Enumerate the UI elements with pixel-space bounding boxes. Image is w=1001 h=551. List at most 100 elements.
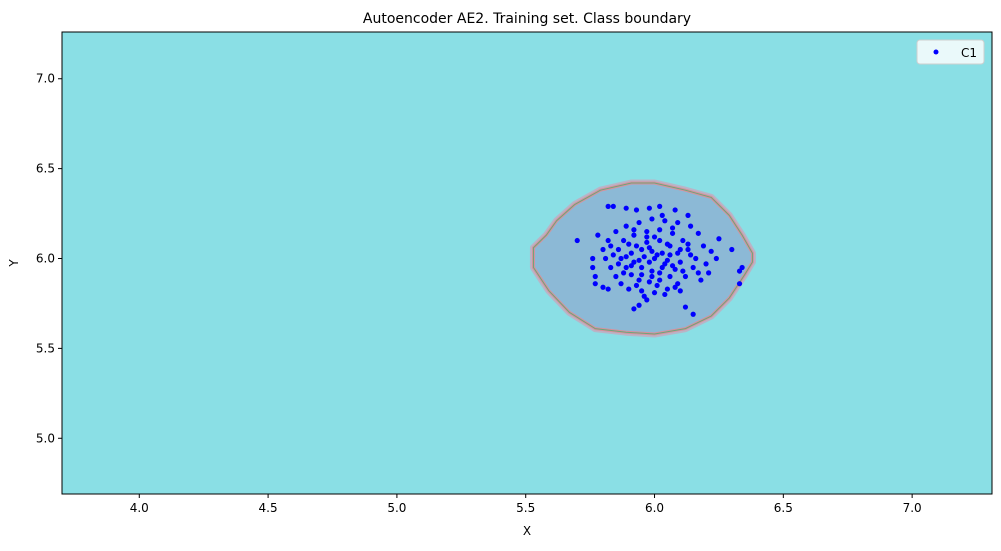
data-point <box>631 259 637 265</box>
data-point <box>669 230 676 236</box>
data-point <box>664 241 671 247</box>
data-point <box>621 270 627 276</box>
data-point <box>675 219 681 226</box>
data-point <box>605 286 611 292</box>
data-point <box>667 273 673 280</box>
legend-box <box>916 39 985 65</box>
data-point <box>633 282 640 289</box>
data-point <box>657 203 663 209</box>
data-point <box>657 270 663 276</box>
data-point <box>623 264 629 271</box>
data-point <box>654 252 660 258</box>
legend-marker-c1 <box>933 49 939 55</box>
chart-title: Autoencoder AE2. Training set. Class bou… <box>363 11 691 27</box>
data-point <box>716 236 722 242</box>
data-point <box>682 273 689 280</box>
data-point <box>682 304 689 310</box>
x-tick-label: 6.0 <box>645 501 664 515</box>
data-point <box>613 273 619 280</box>
data-point <box>659 250 665 256</box>
data-point <box>685 246 691 253</box>
data-point <box>703 261 709 267</box>
data-point <box>610 203 616 209</box>
data-point <box>708 248 714 254</box>
background-region <box>62 32 992 494</box>
data-point <box>623 205 629 211</box>
data-point <box>677 288 683 294</box>
data-point <box>605 237 611 244</box>
data-point <box>628 263 634 269</box>
data-point <box>659 264 665 271</box>
data-point <box>698 277 704 283</box>
axes-frame <box>61 31 993 495</box>
data-point <box>608 264 614 271</box>
data-point <box>675 250 681 256</box>
x-tick-label: 4.0 <box>130 501 149 515</box>
data-point <box>644 228 650 235</box>
data-point <box>639 246 645 253</box>
data-point <box>667 252 673 258</box>
data-point <box>664 257 671 263</box>
data-point <box>641 293 647 299</box>
class-boundary-line <box>532 182 753 335</box>
data-point <box>631 306 637 312</box>
data-point <box>700 243 707 249</box>
y-axis: 5.0 5.5 6.0 6.5 7.0 <box>36 72 62 445</box>
data-point <box>633 243 640 249</box>
data-point <box>600 246 606 253</box>
data-point <box>592 281 598 287</box>
data-point <box>685 212 691 218</box>
data-point <box>690 311 696 317</box>
data-point <box>651 290 658 296</box>
data-point <box>626 286 632 292</box>
data-point <box>693 255 699 262</box>
data-point <box>687 252 694 258</box>
data-point <box>690 264 696 271</box>
data-point <box>644 234 650 240</box>
data-point <box>595 232 601 238</box>
data-point <box>631 232 637 238</box>
y-axis-label: Y <box>7 259 21 268</box>
data-point <box>672 207 678 213</box>
data-point <box>646 205 652 211</box>
data-point <box>669 263 676 269</box>
data-point <box>626 241 632 247</box>
legend: C1 <box>916 39 985 65</box>
legend-label-c1: C1 <box>961 46 977 60</box>
data-point <box>677 246 683 253</box>
data-point <box>631 227 637 233</box>
data-point <box>659 212 665 218</box>
data-point <box>646 259 652 265</box>
data-point <box>590 264 596 271</box>
data-point <box>651 234 658 240</box>
data-point <box>672 266 678 272</box>
y-tick-label: 5.0 <box>36 431 55 445</box>
data-point <box>657 277 663 283</box>
y-tick-label: 6.0 <box>36 252 55 266</box>
data-point <box>664 286 671 292</box>
data-point <box>639 272 645 278</box>
data-point <box>662 261 668 267</box>
data-point <box>713 255 719 262</box>
data-point <box>639 264 645 271</box>
data-point <box>618 281 624 287</box>
data-point <box>613 228 619 235</box>
data-point <box>636 257 642 263</box>
data-point <box>646 245 652 251</box>
data-point <box>600 284 606 290</box>
x-tick-label: 6.5 <box>774 501 793 515</box>
y-tick-label: 6.5 <box>36 162 55 176</box>
data-point <box>654 282 660 289</box>
data-point <box>615 261 622 267</box>
data-point <box>592 273 598 280</box>
x-tick-label: 5.5 <box>516 501 535 515</box>
data-point <box>649 216 655 222</box>
data-point <box>605 203 611 209</box>
data-point <box>695 230 701 236</box>
data-point <box>590 255 596 262</box>
data-point <box>623 223 629 229</box>
data-point <box>649 268 655 274</box>
x-tick-label: 7.0 <box>903 501 922 515</box>
data-point <box>736 268 743 274</box>
